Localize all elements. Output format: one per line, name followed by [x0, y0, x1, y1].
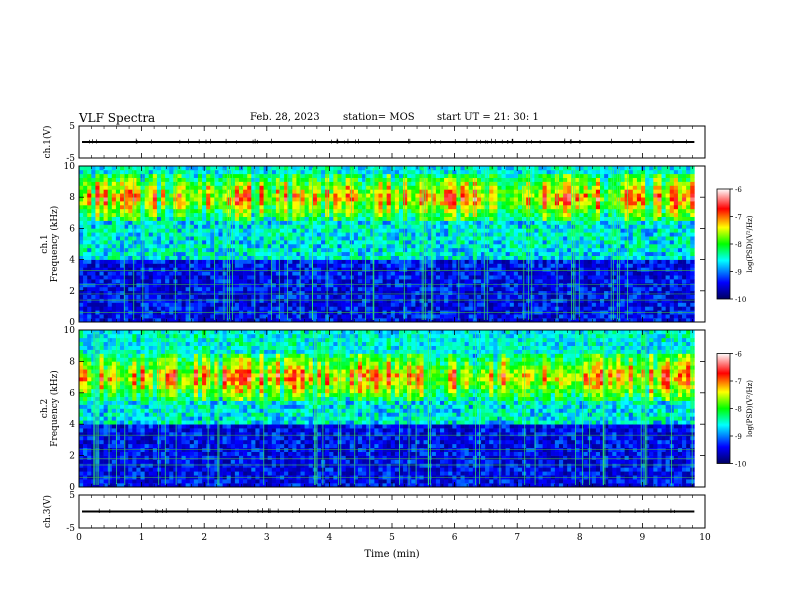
- x-tick-label: 3: [264, 533, 270, 543]
- colorbar-tick-label: -8: [735, 241, 742, 249]
- colorbar-tick-label: -9: [735, 269, 742, 277]
- y-tick-label: 2: [69, 287, 75, 297]
- chart-title: VLF Spectra: [79, 111, 156, 125]
- colorbar: [716, 188, 731, 300]
- x-tick-label: 7: [514, 533, 520, 543]
- y-axis-label: ch.3(V): [42, 495, 53, 528]
- y-tick-label: 0: [69, 483, 75, 493]
- y-tick-label: 6: [69, 224, 75, 234]
- y-axis-label: ch.1(V): [42, 126, 53, 159]
- y-axis-label-channel: ch.1: [40, 234, 50, 253]
- y-tick-label: 6: [69, 389, 75, 399]
- spectrogram-image: [79, 166, 695, 323]
- x-axis-label: Time (min): [364, 549, 419, 560]
- x-tick-label: 10: [699, 533, 711, 543]
- y-axis-label-channel: ch.2: [40, 399, 50, 418]
- x-tick-label: 9: [640, 533, 646, 543]
- y-tick-label: 8: [69, 357, 75, 367]
- y-tick-label: 4: [69, 256, 75, 266]
- y-tick-label: 10: [64, 162, 76, 172]
- x-tick-label: 2: [201, 533, 207, 543]
- colorbar-tick-label: -8: [735, 406, 742, 414]
- y-tick-label: 2: [69, 452, 75, 462]
- y-tick-label: 0: [69, 318, 75, 328]
- station-label: station= MOS: [343, 112, 415, 123]
- colorbar-tick-label: -9: [735, 433, 742, 441]
- y-tick-label: -5: [66, 524, 75, 534]
- y-tick-label: 8: [69, 193, 75, 203]
- spectrogram-image: [79, 330, 695, 488]
- colorbar-tick-label: -10: [735, 461, 746, 469]
- colorbar: [716, 353, 731, 464]
- y-tick-label: 5: [69, 122, 75, 132]
- colorbar-label: log(PSD)(V²/Hz): [746, 215, 754, 272]
- y-axis-label-frequency: Frequency (kHz): [49, 206, 60, 283]
- x-tick-label: 0: [76, 533, 82, 543]
- colorbar-label: log(PSD)(V²/Hz): [746, 380, 754, 437]
- x-tick-label: 8: [577, 533, 583, 543]
- colorbar-tick-label: -7: [735, 378, 742, 386]
- x-tick-label: 6: [452, 533, 458, 543]
- colorbar-tick-label: -7: [735, 214, 742, 222]
- y-tick-label: -5: [66, 154, 75, 164]
- x-tick-label: 5: [389, 533, 395, 543]
- y-tick-label: 10: [64, 326, 76, 336]
- start-time-label: start UT = 21: 30: 1: [437, 112, 539, 123]
- colorbar-tick-label: -6: [735, 186, 742, 194]
- x-tick-label: 4: [327, 533, 333, 543]
- x-tick-label: 1: [139, 533, 145, 543]
- y-tick-label: 4: [69, 420, 75, 430]
- colorbar-tick-label: -10: [735, 296, 746, 304]
- colorbar-tick-label: -6: [735, 351, 742, 359]
- y-axis-label-frequency: Frequency (kHz): [49, 370, 60, 447]
- y-tick-label: 5: [69, 491, 75, 501]
- date-label: Feb. 28, 2023: [250, 112, 320, 123]
